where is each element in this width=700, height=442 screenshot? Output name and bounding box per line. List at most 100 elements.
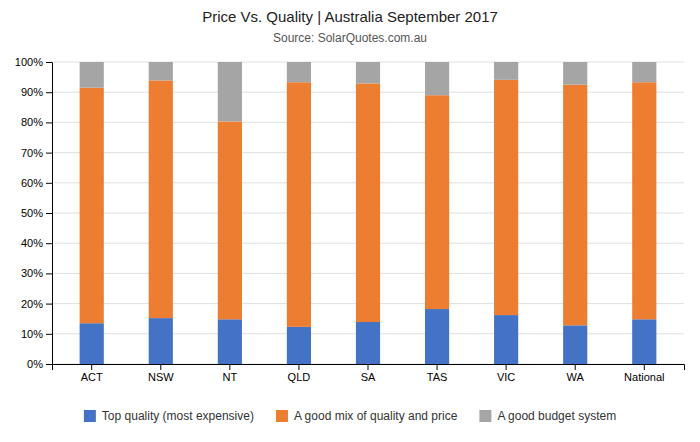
- bar: [632, 62, 656, 82]
- y-tick-label: 40%: [21, 237, 43, 249]
- bar: [80, 88, 104, 324]
- legend-label: Top quality (most expensive): [102, 409, 254, 423]
- plot: 0% 10% 20% 30% 40% 50% 60% 70% 80% 90% 100% ACT NSW N…: [15, 56, 685, 383]
- legend-label: A good budget system: [497, 409, 616, 423]
- x-tick-label: NSW: [148, 371, 174, 383]
- y-tick-mark: [46, 334, 52, 335]
- legend-swatch: [479, 410, 491, 422]
- bar: [632, 82, 656, 319]
- x-tick: QLD: [288, 364, 311, 383]
- x-tick-mark: [575, 364, 576, 370]
- x-tick-mark: [160, 364, 161, 370]
- bar: [149, 80, 173, 318]
- y-tick-mark: [46, 273, 52, 274]
- x-axis: ACT NSW NT QLD SA TAS VIC WA National: [53, 364, 685, 383]
- y-tick: 30%: [21, 267, 52, 279]
- legend-item: Top quality (most expensive): [84, 409, 254, 423]
- y-tick: 10%: [21, 328, 52, 340]
- x-tick: NSW: [148, 364, 174, 383]
- series: [80, 80, 657, 327]
- x-tick: TAS: [427, 364, 448, 383]
- x-tick-label: WA: [567, 371, 585, 383]
- bar: [149, 62, 173, 80]
- y-tick-mark: [46, 183, 52, 184]
- x-tick-mark: [506, 364, 507, 370]
- bar: [287, 62, 311, 82]
- subtitle: Source: SolarQuotes.com.au: [273, 31, 427, 45]
- x-tick-mark: [229, 364, 230, 370]
- x-tick: WA: [567, 364, 585, 383]
- bar: [632, 319, 656, 364]
- x-tick: NT: [223, 364, 238, 383]
- y-tick: 80%: [21, 116, 52, 128]
- y-tick-label: 0%: [27, 358, 43, 370]
- y-axis-line: [46, 63, 53, 365]
- y-tick-mark: [46, 122, 52, 123]
- bar: [494, 80, 518, 315]
- bar: [563, 85, 587, 326]
- y-tick-label: 70%: [21, 147, 43, 159]
- bar: [287, 327, 311, 364]
- y-tick-label: 100%: [15, 56, 43, 68]
- y-tick-mark: [46, 92, 52, 93]
- x-tick-label: National: [624, 371, 664, 383]
- bar: [494, 62, 518, 80]
- legend-swatch: [276, 410, 288, 422]
- x-tick-mark: [91, 364, 92, 370]
- legend-label: A good mix of quality and price: [294, 409, 458, 423]
- y-tick-mark: [46, 304, 52, 305]
- y-tick: 40%: [21, 237, 52, 249]
- bar: [563, 325, 587, 364]
- y-axis: 0% 10% 20% 30% 40% 50% 60% 70% 80% 90% 100%: [15, 56, 53, 370]
- x-tick: National: [624, 364, 664, 383]
- x-tick-label: ACT: [81, 371, 103, 383]
- bar: [425, 309, 449, 364]
- bar: [425, 62, 449, 95]
- y-tick: 0%: [27, 358, 52, 370]
- bar: [218, 121, 242, 319]
- bar: [218, 62, 242, 121]
- x-tick: VIC: [497, 364, 515, 383]
- bar: [149, 318, 173, 364]
- x-tick-label: QLD: [288, 371, 311, 383]
- grid: [52, 62, 684, 364]
- x-axis-line: [53, 365, 685, 371]
- x-tick-mark: [298, 364, 299, 370]
- y-tick-label: 80%: [21, 116, 43, 128]
- bar: [356, 322, 380, 364]
- bar: [494, 315, 518, 364]
- bar: [356, 62, 380, 83]
- x-tick: SA: [361, 364, 376, 383]
- legend-item: A good mix of quality and price: [276, 409, 458, 423]
- y-tick: 100%: [15, 56, 52, 68]
- y-tick: 20%: [21, 298, 52, 310]
- y-tick: 60%: [21, 177, 52, 189]
- y-tick-mark: [46, 62, 52, 63]
- y-tick: 50%: [21, 207, 52, 219]
- y-tick-label: 10%: [21, 328, 43, 340]
- legend-swatch: [84, 410, 96, 422]
- y-tick-mark: [46, 213, 52, 214]
- y-tick-label: 90%: [21, 86, 43, 98]
- bar: [425, 95, 449, 309]
- bars: [80, 62, 657, 364]
- y-tick-mark: [46, 153, 52, 154]
- x-tick-label: NT: [223, 371, 238, 383]
- x-tick: ACT: [81, 364, 103, 383]
- y-tick: 90%: [21, 86, 52, 98]
- bar: [356, 83, 380, 322]
- y-tick-label: 50%: [21, 207, 43, 219]
- y-tick-label: 20%: [21, 298, 43, 310]
- x-tick-mark: [437, 364, 438, 370]
- x-tick-label: VIC: [497, 371, 515, 383]
- bar: [218, 319, 242, 364]
- legend-item: A good budget system: [479, 409, 616, 423]
- x-tick-mark: [644, 364, 645, 370]
- title: Price Vs. Quality | Australia September …: [202, 8, 498, 25]
- x-tick-label: SA: [361, 371, 376, 383]
- x-tick-label: TAS: [427, 371, 448, 383]
- y-tick-label: 60%: [21, 177, 43, 189]
- y-tick: 70%: [21, 147, 52, 159]
- y-tick-mark: [46, 243, 52, 244]
- chart: Price Vs. Quality | Australia September …: [0, 0, 700, 442]
